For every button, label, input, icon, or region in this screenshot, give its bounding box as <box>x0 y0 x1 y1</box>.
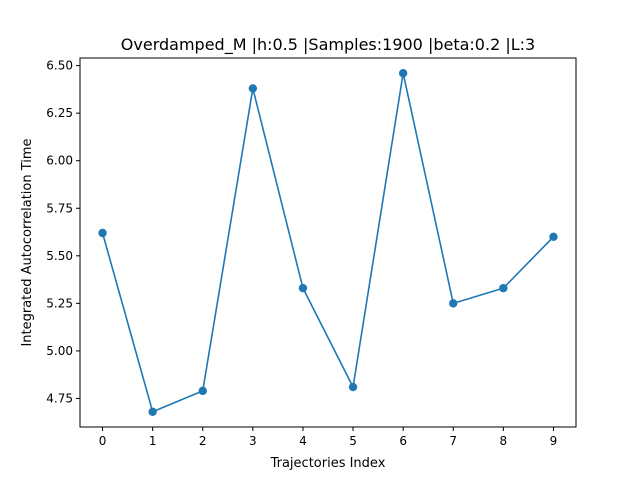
y-tick-label: 5.25 <box>46 296 73 310</box>
x-tick-label: 5 <box>349 434 357 448</box>
x-axis-label: Trajectories Index <box>270 456 386 471</box>
data-point <box>248 84 258 93</box>
y-tick-label: 6.50 <box>46 59 73 73</box>
data-point <box>398 69 408 78</box>
axes-frame <box>79 57 577 428</box>
data-point <box>348 382 358 392</box>
x-tick-label: 2 <box>199 434 207 448</box>
y-tick-label: 5.00 <box>46 344 73 358</box>
y-tick-label: 6.00 <box>46 154 73 168</box>
data-point <box>298 283 308 293</box>
x-tick-label: 7 <box>449 434 457 448</box>
series-line <box>101 72 555 413</box>
data-point <box>549 232 558 241</box>
y-axis-label: Integrated Autocorrelation Time <box>20 138 35 346</box>
x-tick-label: 4 <box>299 434 307 448</box>
y-tick-label: 4.75 <box>46 391 73 405</box>
data-point <box>198 386 207 396</box>
x-tick-label: 6 <box>399 434 407 448</box>
data-point <box>449 299 458 308</box>
chart-title: Overdamped_M |h:0.5 |Samples:1900 |beta:… <box>121 35 535 55</box>
x-tick-label: 0 <box>99 434 107 448</box>
y-tick-label: 6.25 <box>46 106 73 120</box>
y-tick-label: 5.50 <box>46 249 73 263</box>
x-tick-label: 9 <box>550 434 558 448</box>
data-point <box>98 228 107 238</box>
data-point <box>148 407 157 416</box>
data-point <box>499 283 508 293</box>
x-tick-label: 8 <box>500 434 508 448</box>
x-tick-label: 1 <box>149 434 157 448</box>
y-tick-label: 5.75 <box>46 201 73 215</box>
plot-area <box>98 69 558 416</box>
x-tick-label: 3 <box>249 434 257 448</box>
